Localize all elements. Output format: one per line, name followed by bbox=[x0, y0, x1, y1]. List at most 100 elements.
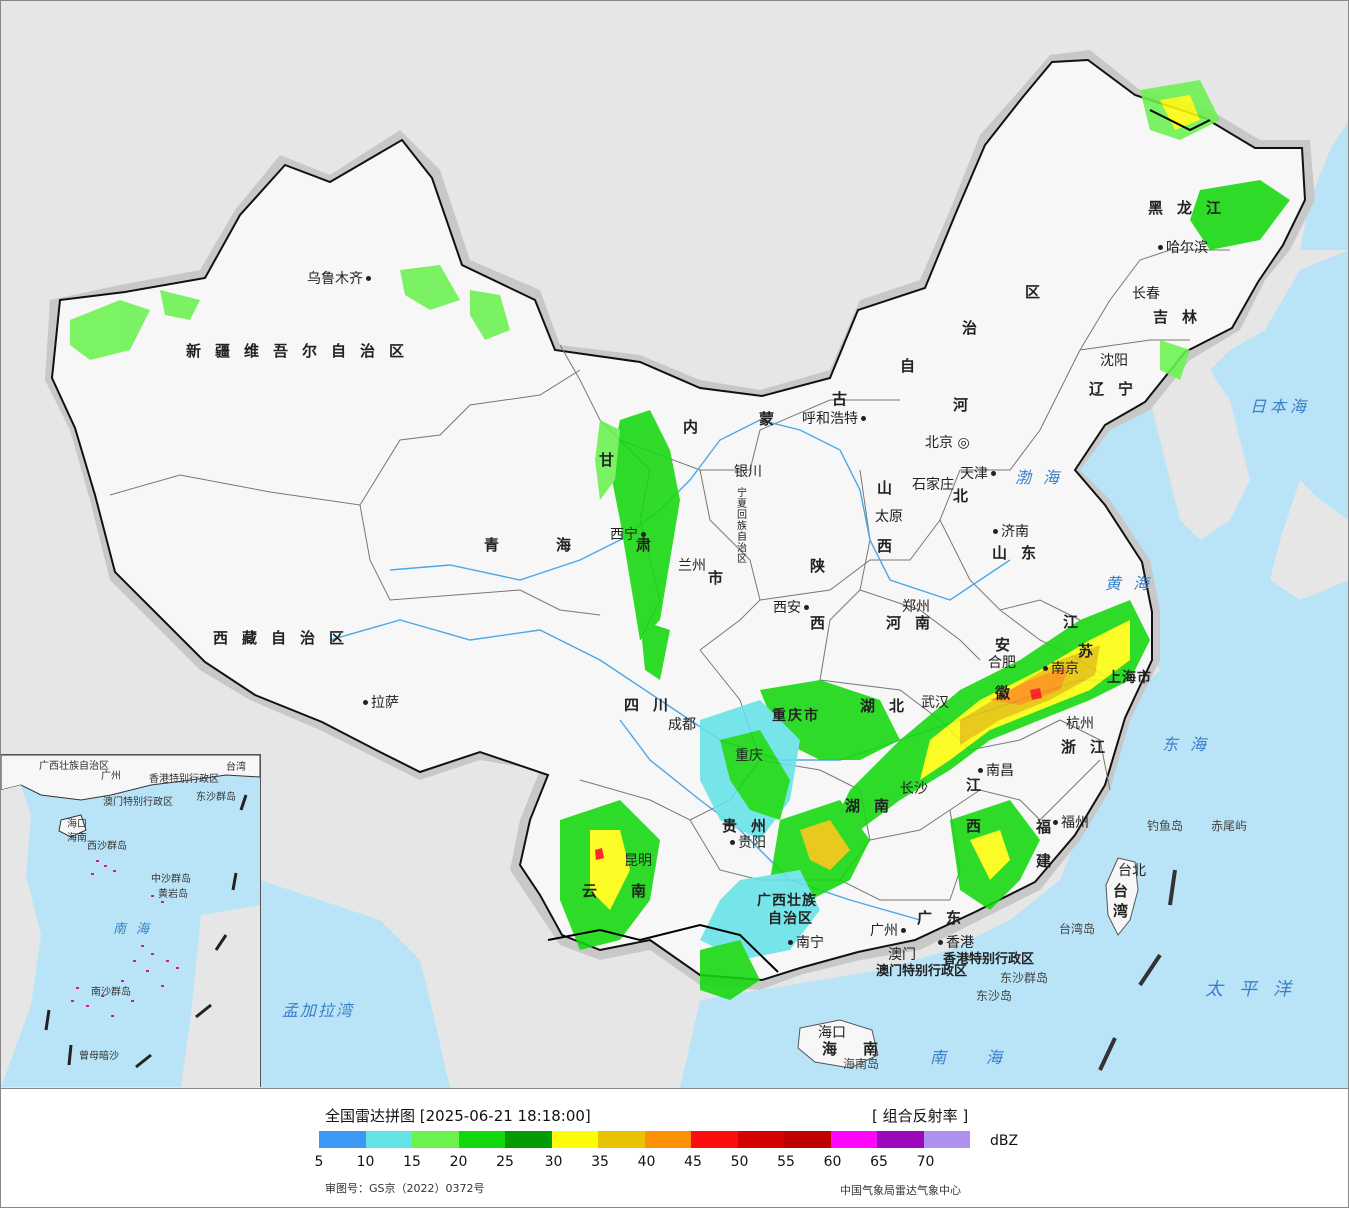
city-hohhot: 呼和浩特 bbox=[802, 408, 869, 428]
province-zhejiang: 浙江 bbox=[1061, 738, 1120, 756]
sea-nanhai: 南海 bbox=[930, 1048, 1043, 1067]
province-shandong: 山东 bbox=[992, 544, 1051, 562]
province-xizang: 西藏自治区 bbox=[213, 629, 359, 647]
legend-tick-35: 35 bbox=[591, 1154, 609, 1170]
sea-huanghai: 黄海 bbox=[1105, 574, 1162, 593]
land-korea bbox=[1150, 360, 1250, 540]
city-nanchang: 南昌 bbox=[975, 760, 1014, 780]
city-jinan: 济南 bbox=[990, 521, 1029, 541]
province-hainan: 海南 bbox=[822, 1040, 905, 1058]
city-lanzhou: 兰州 bbox=[678, 558, 706, 574]
province-fujian-2: 建 bbox=[1036, 852, 1066, 870]
hainan-island-shape bbox=[797, 1019, 879, 1069]
sea-bohai: 渤海 bbox=[1015, 468, 1072, 487]
radar-map[interactable]: 新疆维吾尔自治区 西藏自治区 青 海 甘 肃 内 蒙 古 自 治 区 黑龙江 吉… bbox=[0, 0, 1349, 1088]
province-neimenggu-5: 治 bbox=[962, 319, 992, 337]
city-changchun: 长春 bbox=[1132, 286, 1160, 302]
city-guangzhou: 广州 bbox=[870, 920, 909, 940]
province-guangxi-1: 广西壮族 bbox=[757, 893, 817, 909]
city-guiyang: 贵阳 bbox=[727, 832, 766, 852]
legend-tick-70: 70 bbox=[916, 1154, 935, 1170]
ocean-japan-sea bbox=[1300, 120, 1349, 250]
legend-tick-50: 50 bbox=[730, 1154, 749, 1170]
legend-tick-65: 65 bbox=[870, 1154, 888, 1170]
legend-title: 全国雷达拼图 [2025-06-21 18:18:00] bbox=[325, 1107, 591, 1125]
city-kunming: 昆明 bbox=[624, 853, 652, 869]
south-china-sea-inset: 广西壮族自治区 广州 香港特别行政区 澳门特别行政区 台湾 东沙群岛 海口 海南… bbox=[1, 754, 261, 1087]
province-hubei: 湖北 bbox=[860, 697, 919, 715]
province-jiangsu-1: 江 bbox=[1063, 613, 1093, 631]
city-harbin: 哈尔滨 bbox=[1155, 237, 1208, 257]
city-changsha: 长沙 bbox=[900, 781, 928, 797]
city-hongkong: 香港 bbox=[935, 932, 974, 952]
province-shaanxi-1: 陕 bbox=[810, 557, 840, 575]
inset-huangyan: 黄岩岛 bbox=[158, 889, 188, 900]
province-ningxia: 宁夏回族自治区 bbox=[737, 488, 747, 565]
highlight-borders bbox=[547, 109, 1211, 973]
province-neimenggu-1: 内 bbox=[683, 418, 713, 436]
color-segment-60 bbox=[830, 1131, 877, 1148]
city-fuzhou: 福州 bbox=[1050, 812, 1089, 832]
color-segment-25 bbox=[505, 1131, 552, 1148]
province-xinjiang: 新疆维吾尔自治区 bbox=[186, 342, 419, 360]
province-hebei-1: 河 bbox=[953, 396, 983, 414]
province-gansu-shi: 市 bbox=[708, 569, 738, 587]
city-nanjing: 南京 bbox=[1040, 658, 1079, 678]
city-hefei: 合肥 bbox=[988, 655, 1016, 671]
radar-echoes bbox=[70, 80, 1290, 1000]
inset-macao: 澳门特别行政区 bbox=[103, 797, 173, 808]
province-jiangxi-2: 西 bbox=[966, 817, 996, 835]
province-guangxi-2: 自治区 bbox=[768, 911, 813, 927]
province-jiangxi-1: 江 bbox=[966, 776, 996, 794]
province-hebei-2: 北 bbox=[953, 487, 983, 505]
legend-unit: dBZ bbox=[990, 1133, 1019, 1149]
color-bar bbox=[319, 1131, 970, 1148]
province-neimenggu-3: 古 bbox=[832, 390, 862, 408]
province-shanxi-1: 山 bbox=[877, 479, 907, 497]
city-lhasa: 拉萨 bbox=[360, 692, 399, 712]
city-chongqing: 重庆 bbox=[735, 748, 763, 764]
province-shanghai: 上海市 bbox=[1107, 670, 1152, 686]
inset-hk: 香港特别行政区 bbox=[149, 774, 219, 785]
province-fujian-1: 福 bbox=[1036, 818, 1066, 836]
ocean-bay-of-bengal bbox=[260, 880, 450, 1088]
province-anhui-2: 徽 bbox=[995, 684, 1025, 702]
province-sichuan: 四川 bbox=[624, 696, 683, 714]
dash-line-segments bbox=[1098, 869, 1177, 1071]
legend-tick-5: 5 bbox=[314, 1154, 324, 1170]
province-gansu-1: 甘 bbox=[599, 451, 629, 469]
province-macao: 澳门特别行政区 bbox=[876, 964, 968, 979]
inset-zengmu: 曾母暗沙 bbox=[79, 1051, 119, 1062]
province-shanxi-2: 西 bbox=[877, 537, 907, 555]
color-segment-10 bbox=[365, 1131, 412, 1148]
color-segment-70 bbox=[923, 1131, 970, 1148]
province-hunan: 湖南 bbox=[845, 797, 904, 815]
legend-product: [ 组合反射率 ] bbox=[872, 1107, 969, 1125]
island-hainan: 海南岛 bbox=[843, 1057, 880, 1071]
inset-dongsha: 东沙群岛 bbox=[196, 792, 236, 803]
taiwan-island-shape bbox=[1105, 857, 1139, 936]
inset-nansha: 南沙群岛 bbox=[91, 987, 131, 998]
color-segment-40 bbox=[644, 1131, 691, 1148]
city-yinchuan: 银川 bbox=[734, 464, 762, 480]
land-japan bbox=[1270, 480, 1349, 600]
sea-riben: 日本海 bbox=[1250, 397, 1311, 416]
province-taiwan-2: 湾 bbox=[1113, 902, 1143, 920]
inset-sea-nanhai: 南海 bbox=[113, 922, 160, 937]
province-qinghai-1: 青 bbox=[484, 536, 514, 554]
color-segment-5 bbox=[319, 1131, 366, 1148]
color-segment-45 bbox=[691, 1131, 738, 1148]
inset-guangxi: 广西壮族自治区 bbox=[39, 761, 109, 772]
province-neimenggu-6: 区 bbox=[1025, 283, 1055, 301]
china-mainland bbox=[50, 58, 1307, 982]
island-diaoyu: 钓鱼岛 bbox=[1147, 819, 1184, 833]
map-canvas bbox=[0, 0, 1349, 1088]
inset-canvas bbox=[1, 755, 260, 1087]
color-segment-30 bbox=[551, 1131, 598, 1148]
island-dongsha-dao: 东沙岛 bbox=[976, 989, 1013, 1003]
city-taiyuan: 太原 bbox=[875, 509, 903, 525]
city-shijiazhuang: 石家庄 bbox=[912, 477, 954, 493]
city-shenyang: 沈阳 bbox=[1100, 353, 1128, 369]
inset-xisha: 西沙群岛 bbox=[87, 841, 127, 852]
city-tianjin: 天津 bbox=[960, 463, 999, 483]
